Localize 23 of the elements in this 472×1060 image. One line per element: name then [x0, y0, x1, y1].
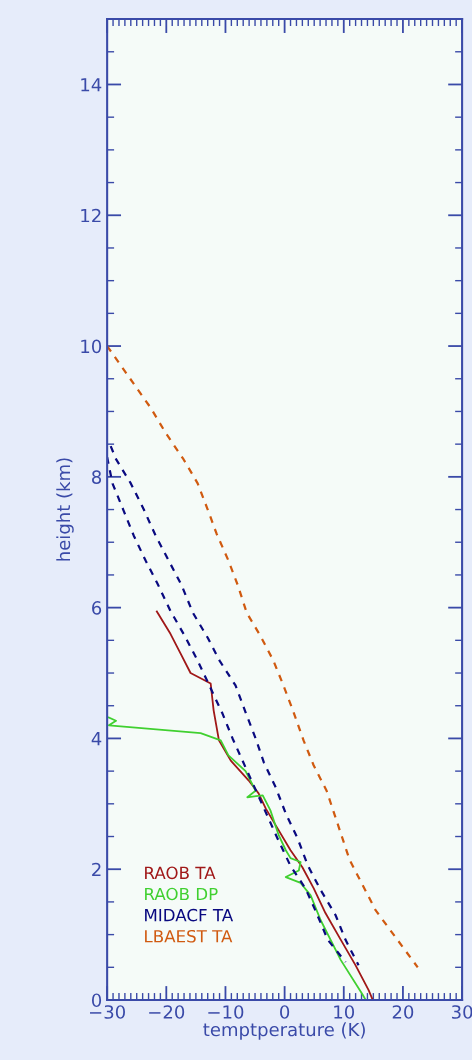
x-tick-label: 10 [334, 1005, 355, 1019]
x-tick-label: 30 [451, 1005, 472, 1019]
y-tick-label: 14 [81, 78, 102, 92]
line-series [108, 716, 367, 1000]
text: RAOB DP [145, 887, 218, 901]
y-tick-label: 0 [91, 993, 102, 1008]
y-tick-label: 8 [92, 470, 102, 484]
text: LBAEST TA [145, 929, 233, 943]
y-axis-title: height (km) [56, 458, 74, 561]
x-tick-label: 0 [280, 1005, 290, 1019]
x-tick-label: 20 [392, 1005, 414, 1019]
x-tick-label: −20 [149, 1005, 185, 1019]
text: MIDACF TA [145, 908, 234, 922]
x-tick-label: −30 [90, 1005, 125, 1019]
y-tick-label: 2 [92, 862, 101, 877]
y-tick-label: 12 [81, 208, 101, 223]
y-tick-label: 10 [81, 339, 102, 354]
y-tick-label: 4 [91, 732, 102, 746]
line-series [107, 344, 419, 969]
x-axis-title: temptperature (K) [203, 1022, 365, 1040]
text: RAOB TA [145, 866, 216, 880]
x-tick-label: −10 [208, 1005, 244, 1019]
y-tick-label: 6 [92, 601, 102, 615]
